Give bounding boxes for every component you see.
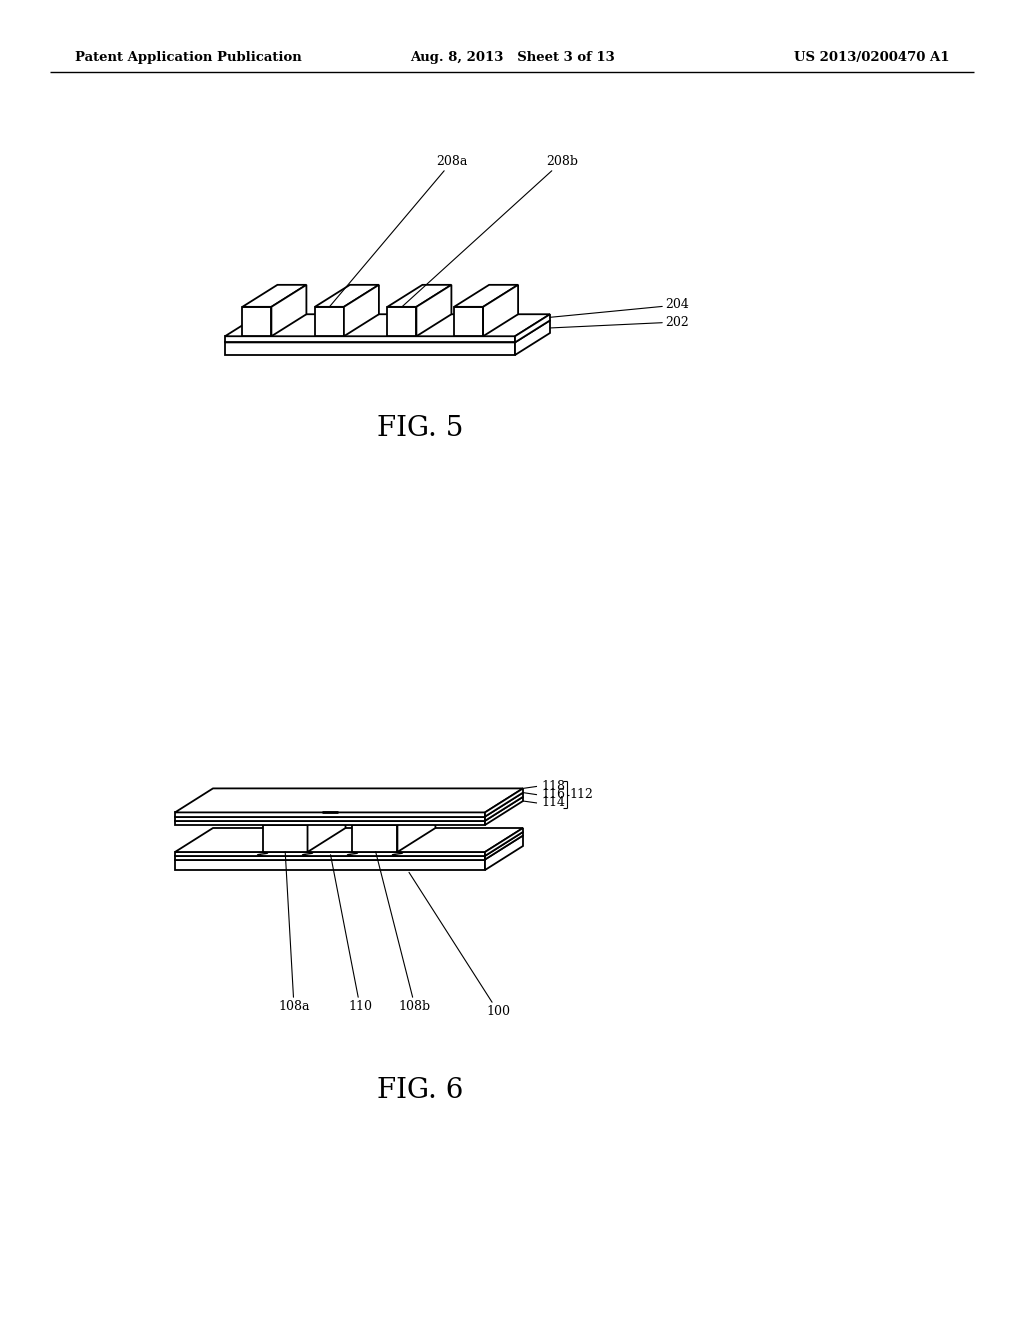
Polygon shape <box>243 306 271 337</box>
Text: 208a: 208a <box>330 154 468 306</box>
Polygon shape <box>175 832 523 855</box>
Polygon shape <box>243 285 306 306</box>
Text: 208b: 208b <box>401 154 578 306</box>
Polygon shape <box>175 851 485 855</box>
Polygon shape <box>387 285 452 306</box>
Polygon shape <box>271 285 306 337</box>
Polygon shape <box>262 825 307 851</box>
Polygon shape <box>485 832 523 859</box>
Text: 204: 204 <box>550 298 689 317</box>
Polygon shape <box>454 285 518 306</box>
Polygon shape <box>417 285 452 337</box>
Text: 116: 116 <box>541 788 565 801</box>
Polygon shape <box>307 801 345 851</box>
Text: Patent Application Publication: Patent Application Publication <box>75 51 302 65</box>
Polygon shape <box>485 828 523 855</box>
Text: FIG. 5: FIG. 5 <box>377 414 463 441</box>
Polygon shape <box>175 797 523 821</box>
Text: FIG. 6: FIG. 6 <box>377 1077 463 1104</box>
Polygon shape <box>175 821 485 825</box>
Polygon shape <box>515 314 550 342</box>
Polygon shape <box>175 828 523 851</box>
Polygon shape <box>485 788 523 817</box>
Polygon shape <box>397 801 435 851</box>
Polygon shape <box>175 855 485 859</box>
Polygon shape <box>175 812 485 817</box>
Text: 112: 112 <box>569 788 593 801</box>
Polygon shape <box>175 788 523 812</box>
Polygon shape <box>175 817 485 821</box>
Polygon shape <box>262 801 345 825</box>
Polygon shape <box>315 306 344 337</box>
Text: 110: 110 <box>331 855 372 1012</box>
Polygon shape <box>225 342 515 355</box>
Text: 202: 202 <box>550 315 689 329</box>
Polygon shape <box>485 797 523 825</box>
Polygon shape <box>225 337 515 342</box>
Polygon shape <box>175 792 523 817</box>
Polygon shape <box>315 285 379 306</box>
Text: 114: 114 <box>541 796 565 809</box>
Polygon shape <box>454 306 483 337</box>
Polygon shape <box>225 314 550 337</box>
Polygon shape <box>515 321 550 355</box>
Text: 118: 118 <box>541 780 565 793</box>
Text: 108a: 108a <box>279 851 309 1012</box>
Polygon shape <box>485 836 523 870</box>
Polygon shape <box>175 836 523 859</box>
Polygon shape <box>352 801 435 825</box>
Polygon shape <box>485 792 523 821</box>
Text: 108b: 108b <box>376 851 431 1012</box>
Text: 100: 100 <box>409 873 510 1018</box>
Text: Aug. 8, 2013   Sheet 3 of 13: Aug. 8, 2013 Sheet 3 of 13 <box>410 51 614 65</box>
Polygon shape <box>387 306 417 337</box>
Polygon shape <box>352 825 397 851</box>
Polygon shape <box>175 859 485 870</box>
Polygon shape <box>225 321 550 342</box>
Polygon shape <box>344 285 379 337</box>
Text: US 2013/0200470 A1: US 2013/0200470 A1 <box>795 51 950 65</box>
Polygon shape <box>483 285 518 337</box>
